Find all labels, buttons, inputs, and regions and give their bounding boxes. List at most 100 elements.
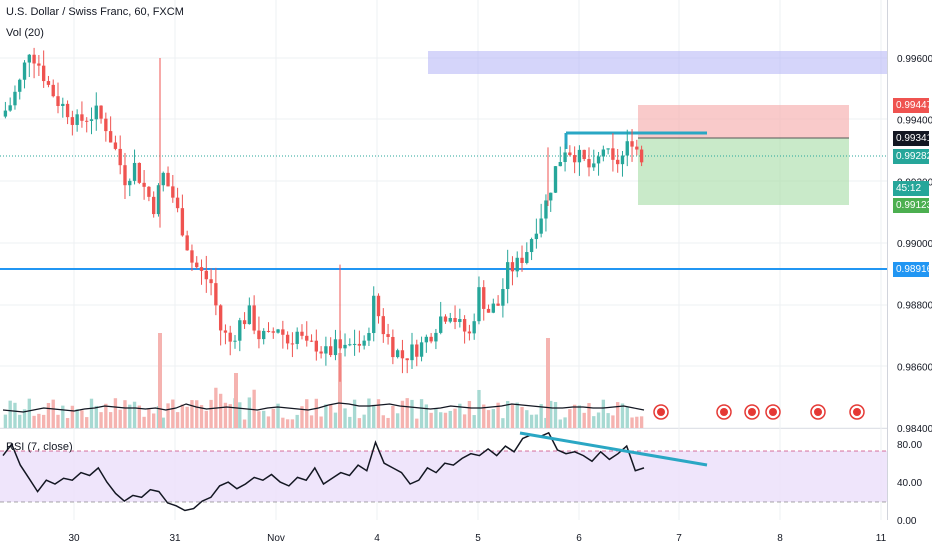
- candle-body: [238, 320, 242, 341]
- volume-bar: [477, 389, 481, 428]
- volume-bars: [3, 333, 644, 428]
- candle-body: [13, 91, 17, 106]
- volume-bar: [257, 411, 261, 428]
- volume-bar: [113, 398, 118, 428]
- candle-body: [439, 316, 443, 333]
- candle-body: [319, 351, 323, 354]
- candle-body: [620, 155, 625, 165]
- candle-body: [553, 166, 558, 193]
- candle-body: [510, 262, 515, 272]
- volume-bar: [453, 408, 457, 428]
- volume-bar: [381, 415, 385, 428]
- candle-body: [262, 330, 266, 340]
- candle-body: [596, 156, 601, 164]
- volume-bar: [65, 418, 70, 428]
- candle-body: [65, 103, 70, 118]
- candle-body: [505, 262, 510, 290]
- volume-bar: [558, 419, 562, 428]
- candle-body: [152, 196, 156, 215]
- volume-bar: [572, 404, 577, 428]
- volume-bar: [625, 406, 629, 428]
- candle-body: [630, 141, 634, 147]
- price-tag: 0.99123: [893, 198, 932, 214]
- take-profit-zone[interactable]: [638, 138, 849, 205]
- volume-bar: [204, 410, 208, 428]
- event-flags[interactable]: [653, 404, 865, 420]
- volume-bar: [18, 414, 22, 428]
- volume-bar: [596, 412, 601, 428]
- candle-body: [46, 81, 51, 85]
- candle-body: [300, 331, 304, 336]
- volume-bar: [123, 400, 127, 428]
- x-axis-label: 8: [777, 533, 783, 544]
- volume-bar: [424, 404, 429, 428]
- volume-bar: [99, 412, 103, 428]
- volume-bar: [247, 397, 252, 428]
- volume-bar: [458, 403, 462, 428]
- candle-body: [348, 344, 352, 346]
- candle-body: [400, 350, 405, 359]
- candle-body: [285, 334, 290, 344]
- candle-body: [386, 334, 390, 337]
- candle-body: [515, 257, 519, 272]
- candle-body: [448, 317, 452, 322]
- candle-body: [367, 333, 371, 341]
- volume-bar: [405, 398, 409, 428]
- y-axis-label: 0.98600: [897, 362, 932, 373]
- candle-body: [453, 317, 457, 323]
- candle-body: [410, 344, 414, 361]
- candle-body: [281, 329, 285, 335]
- volume-bar: [635, 416, 639, 428]
- candle-body: [51, 84, 55, 97]
- candle-body: [276, 329, 280, 333]
- volume-bar: [22, 409, 27, 428]
- candle-body: [372, 295, 376, 334]
- volume-bar: [587, 403, 591, 428]
- volume-bar: [266, 416, 271, 428]
- volume-bar: [462, 414, 467, 428]
- volume-bar: [515, 402, 519, 428]
- volume-bar: [529, 414, 534, 428]
- candle-body: [539, 218, 543, 234]
- volume-bar: [238, 402, 242, 428]
- candle-body: [180, 208, 185, 236]
- candle-body: [333, 339, 338, 356]
- candle-body: [8, 105, 12, 111]
- volume-bar: [395, 413, 400, 428]
- rsi-divergence-trendline[interactable]: [519, 431, 708, 467]
- candle-body: [549, 192, 553, 201]
- candle-body: [209, 279, 213, 284]
- candle-body: [458, 319, 462, 323]
- x-axis-label: 30: [68, 533, 80, 544]
- event-flag-dot: [853, 408, 861, 416]
- candle-body: [75, 114, 79, 125]
- volume-bar: [32, 415, 36, 428]
- volume-bar: [539, 404, 543, 428]
- symbol-title[interactable]: U.S. Dollar / Swiss Franc, 60, FXCM: [6, 6, 184, 18]
- volume-bar: [41, 414, 46, 428]
- candle-body: [309, 340, 314, 342]
- candle-body: [391, 336, 395, 358]
- candle-body: [419, 342, 424, 357]
- volume-bar: [262, 410, 266, 428]
- candle-body: [185, 235, 189, 251]
- candle-body: [362, 340, 366, 346]
- candle-body: [199, 267, 204, 271]
- volume-bar: [520, 407, 524, 428]
- volume-legend[interactable]: Vol (20): [6, 27, 44, 39]
- volume-bar: [486, 410, 491, 428]
- x-axis-label: 4: [374, 533, 380, 544]
- y-axis-label: 0.99600: [897, 54, 932, 65]
- candle-body: [175, 197, 180, 209]
- rsi-legend[interactable]: RSI (7, close): [6, 441, 73, 453]
- candle-body: [104, 118, 108, 132]
- volume-bar: [391, 405, 395, 428]
- price-tag: 45:12: [893, 180, 929, 196]
- candle-body: [137, 162, 142, 183]
- candle-body: [601, 149, 606, 157]
- candle-body: [534, 233, 539, 240]
- supply-zone[interactable]: [428, 51, 887, 74]
- event-flag-dot: [748, 408, 756, 416]
- candle-body: [329, 346, 333, 356]
